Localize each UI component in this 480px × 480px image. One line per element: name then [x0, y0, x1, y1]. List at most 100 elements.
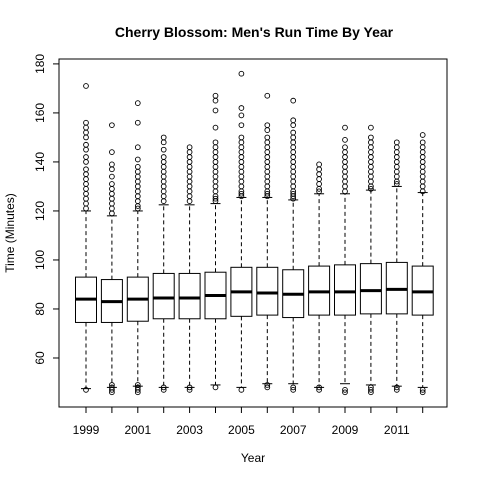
outlier-point: [212, 139, 219, 146]
outlier-point: [316, 188, 322, 195]
outlier-point: [134, 203, 141, 209]
outlier-point: [238, 112, 245, 119]
outlier-point: [264, 144, 271, 151]
outlier-point: [160, 173, 167, 180]
plot-frame: [58, 58, 448, 408]
outlier-point: [160, 154, 167, 160]
outlier-point: [393, 386, 400, 393]
outlier-point: [134, 178, 141, 185]
outlier-point: [368, 178, 374, 185]
outlier-point: [342, 188, 348, 195]
outlier-point: [83, 83, 89, 89]
outlier-point: [134, 205, 141, 212]
outlier-point: [290, 144, 297, 151]
outlier-point: [290, 129, 297, 136]
outlier-point: [186, 149, 193, 155]
outlier-point: [109, 173, 115, 180]
outlier-point: [264, 149, 271, 155]
outlier-point: [290, 163, 297, 170]
outlier-point: [109, 389, 115, 396]
outlier-point: [212, 92, 219, 99]
outlier-point: [368, 163, 374, 170]
outlier-point: [419, 188, 426, 195]
outlier-point: [264, 168, 271, 175]
outlier-point: [160, 188, 167, 195]
box-2011: [385, 139, 408, 393]
outlier-point: [109, 149, 115, 155]
outlier-point: [212, 154, 219, 160]
outlier-point: [393, 159, 400, 165]
outlier-point: [342, 149, 348, 155]
y-tick-label: 160: [33, 103, 47, 123]
outlier-point: [212, 159, 219, 165]
outlier-point: [264, 92, 271, 99]
box-2007: [282, 97, 305, 393]
outlier-point: [134, 386, 141, 393]
outlier-point: [419, 159, 426, 165]
outlier-point: [238, 134, 245, 141]
x-tick-label: 2007: [280, 423, 307, 437]
outlier-point: [290, 154, 297, 160]
outlier-point: [290, 97, 297, 104]
outlier-point: [264, 159, 271, 165]
outlier-point: [368, 183, 374, 190]
outlier-point: [290, 195, 297, 202]
outlier-point: [393, 154, 400, 160]
outlier-point: [368, 144, 374, 151]
outlier-point: [368, 168, 374, 175]
outlier-point: [238, 190, 245, 197]
outlier-point: [290, 178, 297, 185]
outlier-point: [109, 205, 115, 212]
x-axis-label: Year: [241, 451, 265, 465]
outlier-point: [109, 181, 115, 187]
outlier-point: [134, 198, 141, 204]
outlier-point: [212, 163, 219, 170]
outlier-point: [83, 129, 89, 136]
outlier-point: [290, 134, 297, 141]
outlier-point: [342, 159, 348, 165]
outlier-point: [83, 146, 89, 153]
box-2000: [100, 122, 123, 396]
outlier-point: [264, 384, 271, 391]
outlier-point: [238, 193, 245, 200]
outlier-point: [368, 139, 374, 146]
outlier-point: [134, 193, 141, 200]
outlier-point: [134, 100, 141, 106]
box-2001: [126, 100, 149, 396]
outlier-point: [134, 119, 141, 126]
outlier-point: [109, 386, 115, 393]
y-axis-label: Time (Minutes): [3, 193, 17, 273]
outlier-point: [238, 159, 245, 165]
box-2003: [178, 144, 201, 393]
outlier-point: [419, 154, 426, 160]
outlier-point: [393, 168, 400, 175]
outlier-point: [316, 386, 322, 393]
outlier-point: [186, 386, 193, 393]
outlier-point: [342, 154, 348, 160]
outlier-point: [419, 163, 426, 170]
outlier-point: [342, 124, 348, 131]
outlier-point: [368, 186, 374, 192]
outlier-point: [342, 163, 348, 170]
y-tick-label: 120: [33, 201, 47, 221]
outlier-point: [368, 149, 374, 155]
outlier-point: [290, 384, 297, 391]
outlier-point: [212, 195, 219, 202]
iqr-box: [256, 266, 279, 316]
outlier-point: [212, 124, 219, 131]
x-axis: 1999 2001 2003 2005 2007 2009 2011: [73, 407, 424, 437]
outlier-point: [212, 149, 219, 155]
outlier-point: [264, 127, 271, 133]
outlier-point: [160, 384, 167, 391]
outlier-point: [134, 389, 141, 396]
outlier-point: [238, 144, 245, 151]
outlier-point: [368, 173, 374, 180]
outlier-point: [393, 163, 400, 170]
outlier-point: [160, 386, 167, 393]
outlier-point: [212, 198, 219, 204]
outlier-point: [109, 210, 115, 217]
outlier-point: [212, 183, 219, 190]
outlier-point: [134, 156, 141, 163]
outlier-point: [238, 173, 245, 180]
